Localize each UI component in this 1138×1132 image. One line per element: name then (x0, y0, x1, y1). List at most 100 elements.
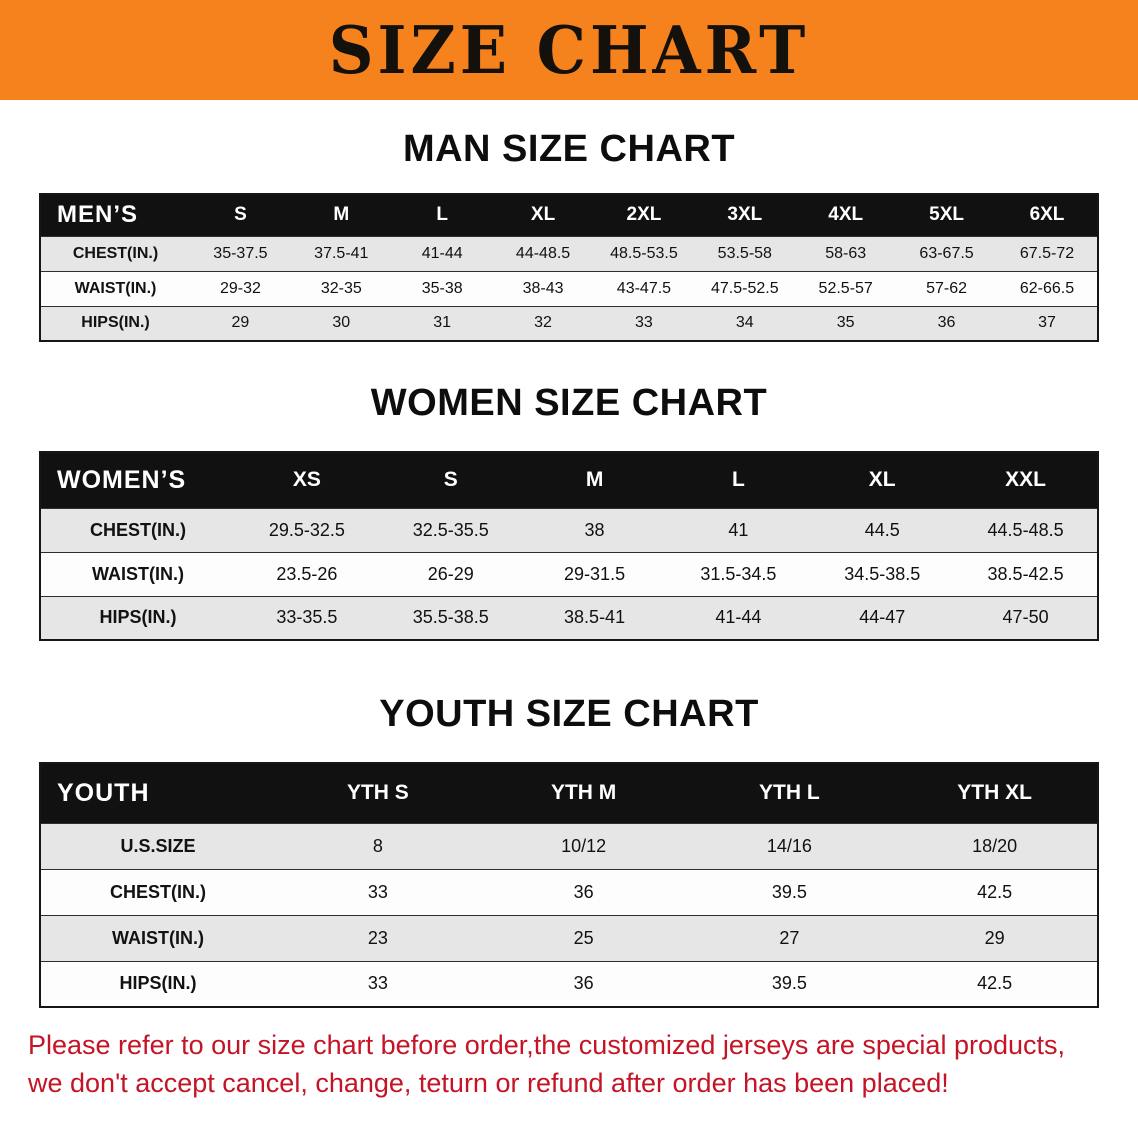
row-label: CHEST(IN.) (110, 881, 206, 902)
page-title: SIZE CHART (328, 11, 810, 89)
measurement-row: U.S.SIZE 8 10/12 14/16 18/20 (40, 823, 1098, 869)
women-size-section: WOMEN SIZE CHART WOMEN’S XS S M L XL XXL CHEST(… (0, 382, 1138, 641)
size-value: 44-48.5 (515, 244, 571, 262)
measurement-row: CHEST(IN.) 33 36 39.5 42.5 (40, 869, 1098, 915)
row-label: HIPS(IN.) (119, 973, 197, 994)
header-row: MEN’S S M L XL 2XL 3XL 4XL 5XL 6XL (40, 194, 1098, 236)
banner: SIZE CHART (0, 0, 1138, 100)
measurement-row: CHEST(IN.) 29.5-32.5 32.5-35.5 38 41 44.5 44.5… (40, 508, 1098, 552)
size-column-header: YTH M (550, 781, 617, 805)
size-value: 33-35.5 (276, 607, 338, 628)
measurement-row: HIPS(IN.) 29 30 31 32 33 34 35 36 37 (40, 306, 1098, 341)
size-value: 57-62 (926, 279, 968, 297)
size-column-header: XL (530, 204, 556, 226)
table-title-cell: WOMEN’S (57, 465, 187, 494)
size-value: 34.5-38.5 (844, 563, 921, 584)
size-value: 23.5-26 (276, 563, 338, 584)
size-value: 41-44 (421, 244, 463, 262)
size-value: 26-29 (427, 563, 474, 584)
size-value: 31 (433, 314, 452, 332)
size-value: 67.5-72 (1019, 244, 1075, 262)
size-value: 35-38 (421, 279, 463, 297)
size-column-header: S (443, 468, 458, 492)
size-column-header: XS (292, 468, 321, 492)
row-label: WAIST(IN.) (74, 279, 157, 297)
size-value: 42.5 (977, 881, 1013, 902)
size-value: 35-37.5 (213, 244, 268, 262)
size-value: 10/12 (561, 835, 607, 856)
size-column-header: 2XL (626, 204, 662, 226)
men-table: MEN’S S M L XL 2XL 3XL 4XL 5XL 6XL CHEST(IN.) 35-37… (39, 193, 1099, 342)
size-value: 8 (372, 835, 383, 856)
size-value: 29-32 (219, 279, 261, 297)
size-value: 34 (735, 314, 754, 332)
size-value: 33 (367, 881, 388, 902)
measurement-row: HIPS(IN.) 33 36 39.5 42.5 (40, 961, 1098, 1007)
size-value: 18/20 (972, 835, 1018, 856)
size-value: 39.5 (771, 973, 807, 994)
size-column-header: 5XL (929, 204, 964, 226)
size-value: 32 (534, 314, 552, 332)
size-value: 37.5-41 (314, 244, 369, 262)
size-column-header: YTH L (759, 781, 820, 805)
size-value: 38 (584, 519, 605, 540)
size-column-header: M (333, 204, 350, 226)
youth-table: YOUTH YTH S YTH M YTH L YTH XL U.S.SIZE 8 10/12… (39, 762, 1099, 1008)
size-value: 52.5-57 (818, 279, 873, 297)
measurement-row: WAIST(IN.) 23.5-26 26-29 29-31.5 31.5-34.5 34… (40, 552, 1098, 596)
youth-size-heading: YOUTH SIZE CHART (379, 693, 759, 735)
measurement-row: HIPS(IN.) 33-35.5 35.5-38.5 38.5-41 41-44 44-… (40, 596, 1098, 640)
size-value: 36 (573, 973, 594, 994)
table-title-cell: YOUTH (57, 778, 150, 807)
size-column-header: L (731, 468, 745, 492)
size-column-header: YTH S (346, 781, 409, 805)
women-size-heading: WOMEN SIZE CHART (370, 382, 768, 424)
size-value: 48.5-53.5 (610, 244, 678, 262)
size-value: 41 (728, 519, 749, 540)
size-column-header: L (436, 204, 448, 226)
row-label: WAIST(IN.) (92, 563, 184, 584)
size-value: 62-66.5 (1019, 279, 1075, 297)
size-value: 58-63 (825, 244, 867, 262)
size-value: 35 (836, 314, 855, 332)
size-value: 38.5-41 (564, 607, 626, 628)
table-title-cell: MEN’S (57, 201, 139, 229)
size-value: 44-47 (859, 607, 906, 628)
size-value: 41-44 (715, 607, 762, 628)
size-value: 29 (984, 927, 1005, 948)
row-label: HIPS(IN.) (99, 607, 177, 628)
measurement-row: WAIST(IN.) 29-32 32-35 35-38 38-43 43-47.5 47.… (40, 271, 1098, 306)
size-value: 29-31.5 (564, 563, 626, 584)
size-value: 25 (573, 927, 594, 948)
row-label: U.S.SIZE (120, 835, 196, 856)
size-value: 44.5-48.5 (987, 519, 1064, 540)
size-value: 42.5 (977, 973, 1013, 994)
disclaimer-line-2: we don't accept cancel, change, teturn o… (28, 1068, 949, 1099)
youth-size-section: YOUTH SIZE CHART YOUTH YTH S YTH M YTH L YTH… (0, 693, 1138, 1008)
size-value: 37 (1038, 314, 1056, 332)
size-value: 63-67.5 (919, 244, 974, 262)
size-value: 36 (937, 314, 956, 332)
size-column-header: 6XL (1029, 204, 1065, 226)
size-value: 35.5-38.5 (412, 607, 489, 628)
size-value: 43-47.5 (616, 279, 672, 297)
row-label: HIPS(IN.) (81, 314, 150, 332)
header-row: YOUTH YTH S YTH M YTH L YTH XL (40, 763, 1098, 823)
size-column-header: S (234, 204, 247, 226)
size-value: 23 (367, 927, 388, 948)
size-value: 38-43 (522, 279, 564, 297)
size-value: 47-50 (1002, 607, 1049, 628)
size-column-header: XL (868, 468, 896, 492)
women-table: WOMEN’S XS S M L XL XXL CHEST(IN.) 29.5-32.5 32.5… (39, 451, 1099, 641)
size-value: 29.5-32.5 (268, 519, 345, 540)
size-value: 53.5-58 (717, 244, 772, 262)
measurement-row: CHEST(IN.) 35-37.5 37.5-41 41-44 44-48.5 48.5… (40, 236, 1098, 271)
size-column-header: 3XL (727, 204, 763, 226)
size-column-header: 4XL (828, 204, 864, 226)
size-value: 33 (635, 314, 653, 332)
size-column-header: XXL (1005, 468, 1046, 492)
size-value: 14/16 (766, 835, 812, 856)
header-row: WOMEN’S XS S M L XL XXL (40, 452, 1098, 508)
man-size-heading: MAN SIZE CHART (402, 128, 736, 170)
size-value: 39.5 (771, 881, 807, 902)
